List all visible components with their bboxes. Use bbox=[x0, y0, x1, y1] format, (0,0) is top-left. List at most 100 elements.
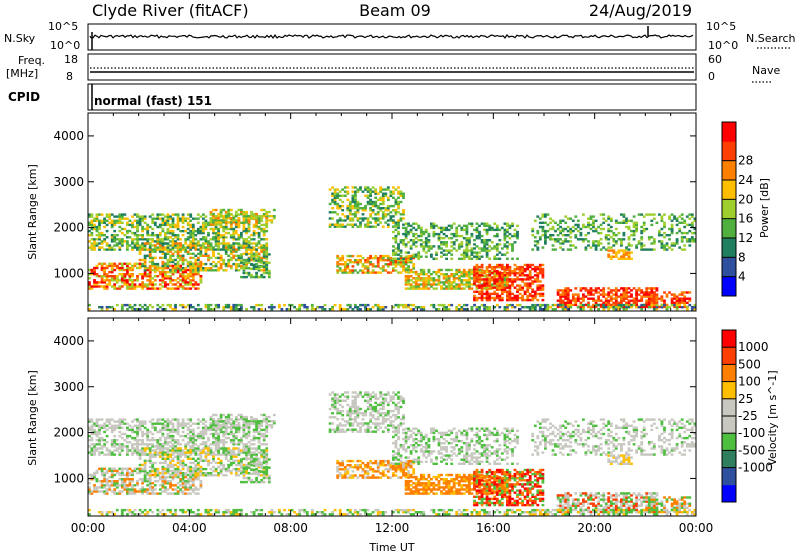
power-cell bbox=[473, 243, 476, 245]
power-cell bbox=[212, 213, 215, 215]
power-cell bbox=[526, 266, 529, 268]
power-cell bbox=[126, 281, 129, 283]
power-cell bbox=[177, 263, 180, 265]
power-cell bbox=[126, 279, 129, 281]
power-cell bbox=[156, 218, 159, 220]
power-cell bbox=[379, 259, 382, 261]
power-cell bbox=[600, 213, 603, 215]
velocity-cell bbox=[159, 437, 162, 439]
power-cell bbox=[344, 271, 347, 273]
power-cell bbox=[278, 306, 281, 308]
power-cell bbox=[483, 229, 486, 231]
power-cell bbox=[400, 255, 403, 257]
power-cell bbox=[458, 225, 461, 227]
power-cell bbox=[478, 291, 481, 293]
freq-tick-top: 18 bbox=[64, 53, 78, 66]
power-cell bbox=[220, 255, 223, 257]
power-cell bbox=[514, 280, 517, 282]
velocity-cell bbox=[149, 439, 152, 441]
velocity-cell bbox=[98, 439, 101, 441]
power-cell bbox=[433, 245, 436, 247]
power-cell bbox=[250, 251, 253, 253]
power-cell bbox=[673, 215, 676, 217]
velocity-cell bbox=[225, 429, 228, 431]
power-cell bbox=[496, 258, 499, 260]
velocity-cell bbox=[162, 435, 165, 437]
power-cell bbox=[298, 306, 301, 308]
power-cell bbox=[141, 283, 144, 285]
power-cell bbox=[238, 242, 241, 244]
power-cell bbox=[232, 306, 235, 308]
power-cell bbox=[478, 297, 481, 299]
power-cell bbox=[260, 246, 263, 248]
power-cell bbox=[164, 232, 167, 234]
velocity-cell bbox=[263, 439, 266, 441]
power-cell bbox=[113, 234, 116, 236]
power-cell bbox=[585, 234, 588, 236]
power-cell bbox=[618, 249, 621, 251]
power-cell bbox=[387, 213, 390, 215]
velocity-cell bbox=[215, 439, 218, 441]
power-cell bbox=[126, 267, 129, 269]
power-cell bbox=[182, 259, 185, 261]
power-cell bbox=[610, 306, 613, 308]
power-cell bbox=[187, 236, 190, 238]
power-cell bbox=[471, 254, 474, 256]
power-cell bbox=[605, 306, 608, 308]
power-cell bbox=[671, 304, 674, 306]
power-cell bbox=[177, 220, 180, 222]
power-cell bbox=[612, 238, 615, 240]
power-cell bbox=[630, 289, 633, 291]
power-cell bbox=[405, 233, 408, 235]
power-cell bbox=[681, 298, 684, 300]
power-cell bbox=[678, 304, 681, 306]
power-cell bbox=[595, 228, 598, 230]
power-cell bbox=[379, 207, 382, 209]
power-cell bbox=[162, 265, 165, 267]
power-cell bbox=[207, 232, 210, 234]
power-cell bbox=[486, 271, 489, 273]
power-cell bbox=[417, 283, 420, 285]
power-cell bbox=[488, 280, 491, 282]
power-cell bbox=[630, 234, 633, 236]
power-cell bbox=[628, 236, 631, 238]
power-cell bbox=[225, 236, 228, 238]
power-cell bbox=[184, 283, 187, 285]
power-cell bbox=[169, 275, 172, 277]
velocity-cell bbox=[240, 427, 243, 429]
power-cell bbox=[595, 287, 598, 289]
power-cell bbox=[521, 278, 524, 280]
power-cell bbox=[339, 191, 342, 193]
power-cell bbox=[595, 244, 598, 246]
power-cell bbox=[567, 230, 570, 232]
power-cell bbox=[486, 225, 489, 227]
power-cell bbox=[227, 211, 230, 213]
power-cell bbox=[222, 234, 225, 236]
frequency-panel: Freq. [MHz] 18 8 60 0 Nave bbox=[6, 53, 780, 83]
power-cell bbox=[187, 244, 190, 246]
power-cell bbox=[121, 222, 124, 224]
power-cell bbox=[587, 291, 590, 293]
power-cell bbox=[162, 238, 165, 240]
velocity-cell bbox=[177, 429, 180, 431]
power-cell bbox=[194, 255, 197, 257]
power-cell bbox=[215, 242, 218, 244]
power-cell bbox=[653, 242, 656, 244]
power-cell bbox=[200, 251, 203, 253]
power-cell bbox=[200, 308, 203, 310]
power-cell bbox=[628, 242, 631, 244]
power-cell bbox=[607, 287, 610, 289]
power-cell bbox=[202, 213, 205, 215]
power-cell bbox=[661, 234, 664, 236]
velocity-cell bbox=[91, 418, 94, 420]
power-cell bbox=[486, 266, 489, 268]
power-cell bbox=[311, 306, 314, 308]
power-cell bbox=[364, 304, 367, 306]
power-cell bbox=[189, 224, 192, 226]
power-cell bbox=[534, 240, 537, 242]
power-cell bbox=[149, 246, 152, 248]
power-cell bbox=[238, 209, 241, 211]
power-cell bbox=[187, 224, 190, 226]
power-cell bbox=[481, 278, 484, 280]
power-cell bbox=[169, 251, 172, 253]
